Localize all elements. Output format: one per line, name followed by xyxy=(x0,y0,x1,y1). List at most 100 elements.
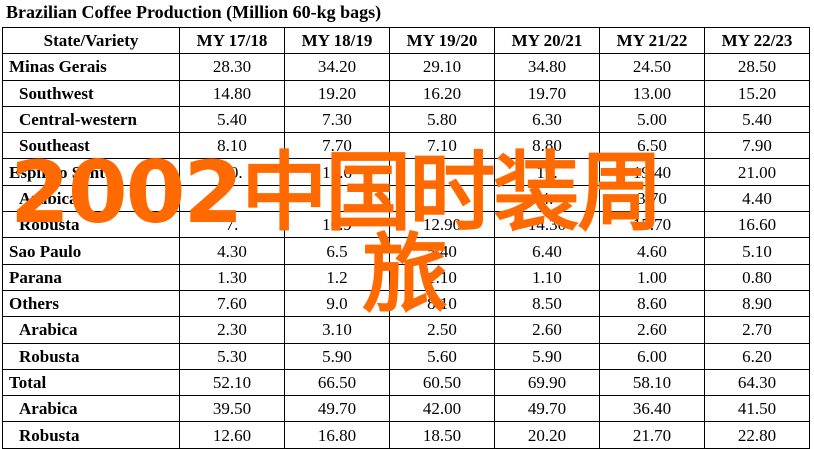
value-cell: 7.90 xyxy=(704,132,810,160)
value-cell xyxy=(284,184,390,213)
table-row: Others 7.60 9.0 8.10 8.50 8.60 8.90 xyxy=(2,289,810,318)
value-cell: 8.90 xyxy=(704,289,810,318)
value-cell: 21.70 xyxy=(599,421,705,449)
value-cell: 3.70 xyxy=(599,184,705,213)
value-cell: 6.20 xyxy=(704,342,810,370)
value-cell: 41.50 xyxy=(704,395,810,423)
value-cell: 1.00 xyxy=(599,263,705,291)
value-cell: 66.50 xyxy=(284,368,390,397)
value-cell: 12.90 xyxy=(389,211,495,239)
value-cell: 18.50 xyxy=(389,421,495,449)
header-year: MY 19/20 xyxy=(389,26,495,55)
value-cell: 7.60 xyxy=(179,289,285,318)
value-cell: 7.30 xyxy=(284,105,390,134)
value-cell xyxy=(389,184,495,213)
value-cell: 12.60 xyxy=(179,421,285,449)
value-cell: 4.60 xyxy=(599,237,705,265)
table-row: Robusta 7. 10.9 12.90 14.30 15.70 16.60 xyxy=(2,211,810,239)
value-cell: 19.40 xyxy=(599,158,705,186)
value-cell: 0.80 xyxy=(704,263,810,291)
table-row: Sao Paulo 4.30 6.5 5.40 6.40 4.60 5.10 xyxy=(2,237,810,265)
value-cell: 4.30 xyxy=(179,237,285,265)
row-label: Total xyxy=(2,368,180,397)
row-label: Espirito Santo xyxy=(2,158,180,186)
value-cell: 2.30 xyxy=(179,316,285,344)
value-cell: 6.30 xyxy=(494,105,600,134)
value-cell: 5.30 xyxy=(179,342,285,370)
value-cell: 5.90 xyxy=(494,342,600,370)
header-year: MY 17/18 xyxy=(179,26,285,55)
value-cell: 15.6 xyxy=(284,158,390,186)
row-label: Minas Gerais xyxy=(2,53,180,81)
value-cell: 8.60 xyxy=(599,289,705,318)
table-row: Arabica 39.50 49.70 42.00 49.70 36.40 41.50 xyxy=(2,395,810,423)
table-row: Total 52.10 66.50 60.50 69.90 58.10 64.30 xyxy=(2,368,810,397)
table-row: Robusta 5.30 5.90 5.60 5.90 6.00 6.20 xyxy=(2,342,810,370)
value-cell: 29.10 xyxy=(389,53,495,81)
value-cell: 19.70 xyxy=(494,79,600,107)
value-cell: 69.90 xyxy=(494,368,600,397)
value-cell: 15.20 xyxy=(704,79,810,107)
value-cell: 8.10 xyxy=(389,289,495,318)
table-title: Brazilian Coffee Production (Million 60-… xyxy=(6,2,382,22)
row-label: Parana xyxy=(2,263,180,291)
row-label: Central-western xyxy=(2,105,180,134)
row-label: Southeast xyxy=(2,132,180,160)
value-cell: 24.50 xyxy=(599,53,705,81)
value-cell: 52.10 xyxy=(179,368,285,397)
value-cell: 5.90 xyxy=(284,342,390,370)
value-cell: 2.70 xyxy=(704,316,810,344)
value-cell: 58.10 xyxy=(599,368,705,397)
value-cell: 14.80 xyxy=(179,79,285,107)
value-cell: 6.5 xyxy=(284,237,390,265)
value-cell: 5.80 xyxy=(389,105,495,134)
value-cell: 5.10 xyxy=(704,237,810,265)
row-label: Arabica xyxy=(2,184,180,213)
value-cell: 6.00 xyxy=(599,342,705,370)
value-cell: 15.70 xyxy=(599,211,705,239)
value-cell: 1.30 xyxy=(179,263,285,291)
value-cell: 4. xyxy=(494,184,600,213)
value-cell: 5.40 xyxy=(179,105,285,134)
value-cell: 1.10 xyxy=(494,263,600,291)
value-cell: 7. xyxy=(179,211,285,239)
value-cell: 49.70 xyxy=(494,395,600,423)
value-cell: 42.00 xyxy=(389,395,495,423)
table-row: Southeast 8.10 7.70 7.10 8.80 6.50 7.90 xyxy=(2,132,810,160)
value-cell: 14.30 xyxy=(494,211,600,239)
row-label: Arabica xyxy=(2,316,180,344)
value-cell: 60.50 xyxy=(389,368,495,397)
value-cell: 7.70 xyxy=(284,132,390,160)
header-year: MY 18/19 xyxy=(284,26,390,55)
value-cell: 21.00 xyxy=(704,158,810,186)
value-cell: 19. xyxy=(494,158,600,186)
value-cell xyxy=(389,158,495,186)
value-cell: 8.50 xyxy=(494,289,600,318)
value-cell: 64.30 xyxy=(704,368,810,397)
table-row: Minas Gerais 28.30 34.20 29.10 34.80 24.50 28.… xyxy=(2,53,810,81)
value-cell: 2.60 xyxy=(599,316,705,344)
value-cell: 10. xyxy=(179,158,285,186)
value-cell: 36.40 xyxy=(599,395,705,423)
value-cell: 49.70 xyxy=(284,395,390,423)
value-cell: 10.9 xyxy=(284,211,390,239)
header-state-variety: State/Variety xyxy=(2,26,180,55)
value-cell: 1.10 xyxy=(389,263,495,291)
value-cell: 5.40 xyxy=(704,105,810,134)
value-cell xyxy=(179,184,285,213)
row-label: Others xyxy=(2,289,180,318)
value-cell: 2.50 xyxy=(389,316,495,344)
value-cell: 16.80 xyxy=(284,421,390,449)
value-cell: 5.40 xyxy=(389,237,495,265)
value-cell: 28.30 xyxy=(179,53,285,81)
table-row: Central-western 5.40 7.30 5.80 6.30 5.00 5.40 xyxy=(2,105,810,134)
table-row: Robusta 12.60 16.80 18.50 20.20 21.70 22.80 xyxy=(2,421,810,449)
value-cell: 4.40 xyxy=(704,184,810,213)
table-row: Espirito Santo 10. 15.6 19. 19.40 21.00 xyxy=(2,158,810,186)
value-cell: 19.20 xyxy=(284,79,390,107)
row-label: Sao Paulo xyxy=(2,237,180,265)
value-cell: 34.80 xyxy=(494,53,600,81)
value-cell: 28.50 xyxy=(704,53,810,81)
table-row: Parana 1.30 1.2 1.10 1.10 1.00 0.80 xyxy=(2,263,810,291)
value-cell: 6.50 xyxy=(599,132,705,160)
